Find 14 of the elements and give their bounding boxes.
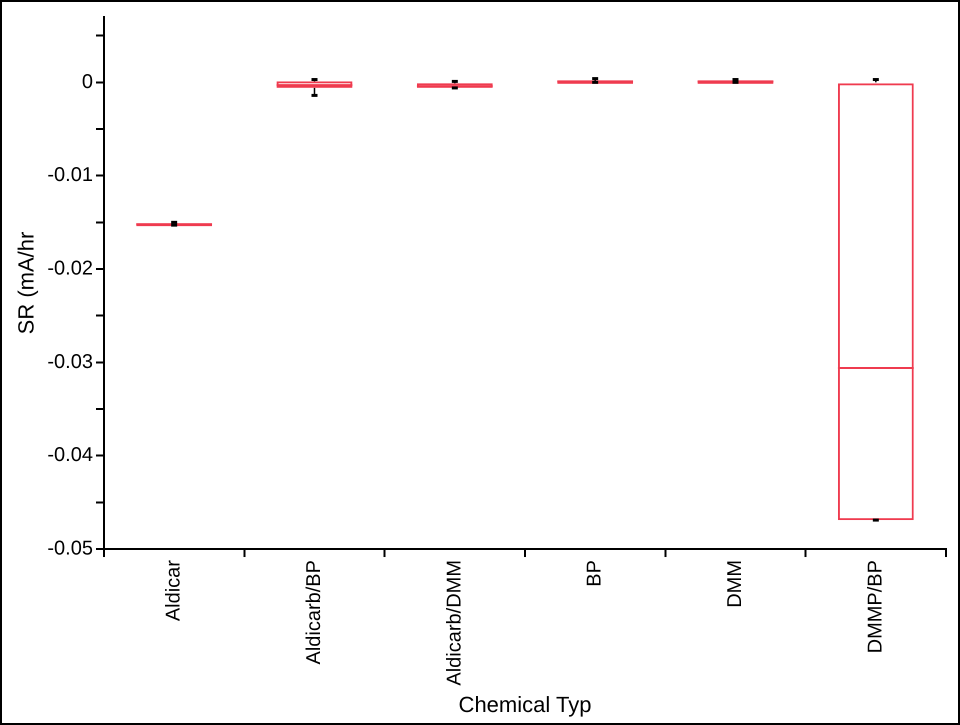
x-tick-label: Aldicarb/DMM xyxy=(443,560,466,686)
x-tick-label: BP xyxy=(584,560,606,587)
x-tick-label: Aldicarb/BP xyxy=(303,560,326,665)
y-tick-label: 0 xyxy=(82,70,93,93)
x-tick-label: DMMP/BP xyxy=(864,560,886,654)
x-axis-title: Chemical Typ xyxy=(458,692,592,717)
x-tick-label: DMM xyxy=(724,560,746,608)
y-tick-label: -0.03 xyxy=(47,350,93,373)
y-tick-label: -0.04 xyxy=(47,444,93,466)
x-tick-label: Aldicar xyxy=(162,560,185,622)
y-tick-label: -0.01 xyxy=(47,164,93,186)
y-axis-title: SR (mA/hr xyxy=(13,232,38,334)
y-tick-label: -0.05 xyxy=(47,538,93,560)
y-tick-label: -0.02 xyxy=(47,258,93,280)
